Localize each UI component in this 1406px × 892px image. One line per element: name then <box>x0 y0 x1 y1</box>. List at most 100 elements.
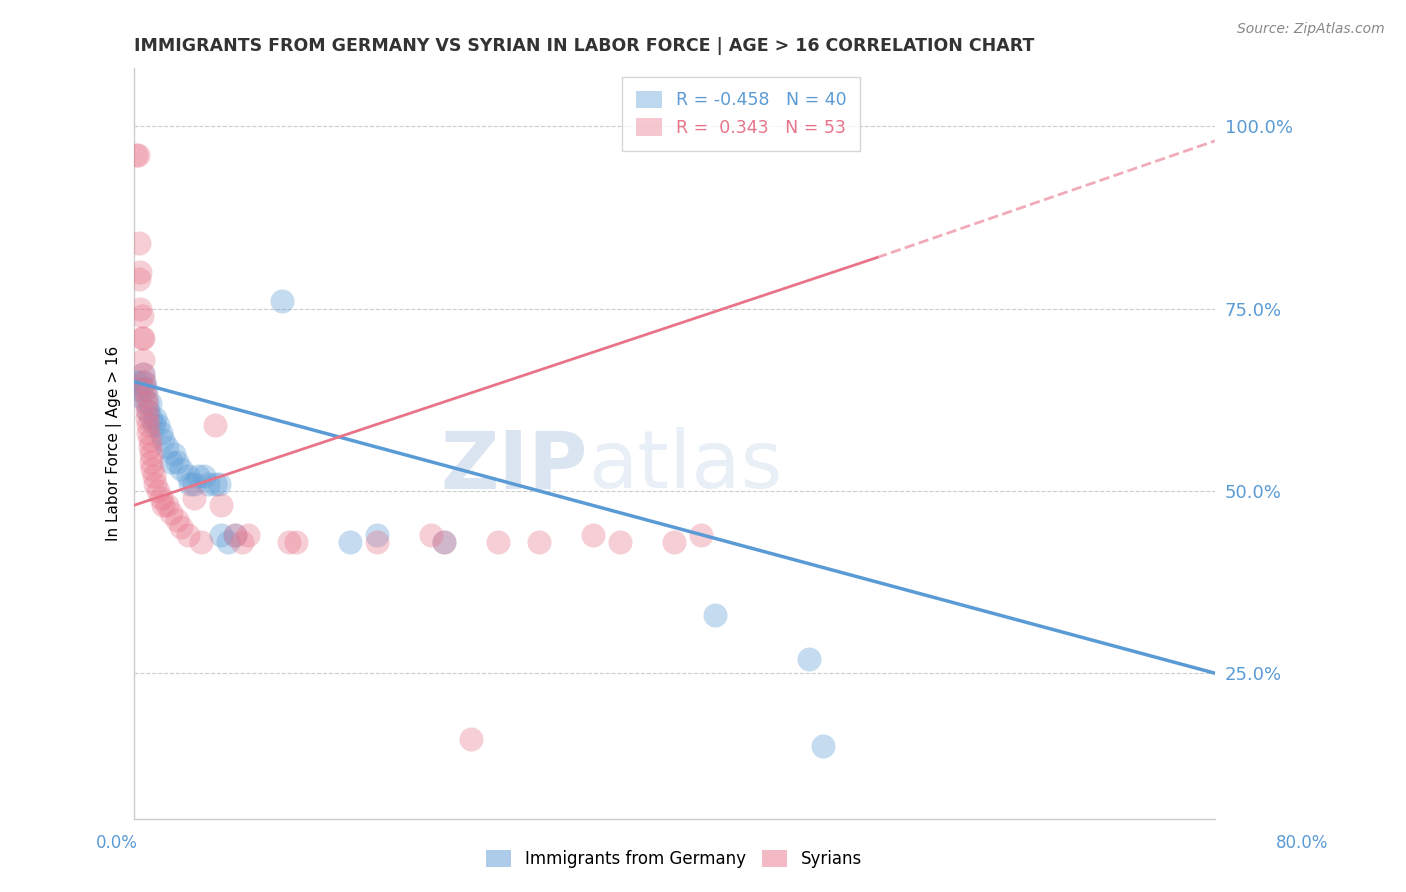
Point <box>183 476 205 491</box>
Point <box>125 148 148 162</box>
Point <box>138 403 160 417</box>
Point <box>366 535 388 549</box>
Point <box>488 535 510 549</box>
Point <box>139 455 162 469</box>
Point <box>138 433 160 447</box>
Point <box>179 476 201 491</box>
Point <box>132 352 155 367</box>
Point <box>131 331 153 345</box>
Point <box>135 396 157 410</box>
Text: Source: ZipAtlas.com: Source: ZipAtlas.com <box>1237 22 1385 37</box>
Point <box>187 469 209 483</box>
Point <box>224 527 246 541</box>
Point <box>142 469 165 483</box>
Text: ZIP: ZIP <box>440 427 588 505</box>
Point <box>209 527 232 541</box>
Point <box>134 375 156 389</box>
Text: atlas: atlas <box>588 427 782 505</box>
Point <box>128 235 150 250</box>
Point <box>183 491 205 505</box>
Point <box>146 483 169 498</box>
Point <box>149 491 172 505</box>
Point <box>433 535 456 549</box>
Point <box>166 513 188 527</box>
Point <box>217 535 239 549</box>
Point <box>170 462 193 476</box>
Point <box>271 294 294 309</box>
Point <box>152 499 174 513</box>
Point <box>139 411 162 425</box>
Point <box>339 535 361 549</box>
Point <box>138 425 160 440</box>
Point <box>128 389 150 403</box>
Point <box>136 411 159 425</box>
Point <box>146 418 169 433</box>
Point <box>142 418 165 433</box>
Point <box>143 476 166 491</box>
Point <box>152 433 174 447</box>
Point <box>156 440 179 454</box>
Point <box>433 535 456 549</box>
Point <box>609 535 631 549</box>
Point <box>278 535 301 549</box>
Point <box>131 382 153 396</box>
Point <box>136 403 159 417</box>
Point <box>128 272 150 286</box>
Point <box>193 469 215 483</box>
Point <box>132 368 155 382</box>
Point <box>138 418 160 433</box>
Point <box>176 527 198 541</box>
Point <box>224 527 246 541</box>
Point <box>166 455 188 469</box>
Point <box>129 265 152 279</box>
Point <box>135 389 157 403</box>
Point <box>160 506 183 520</box>
Point <box>460 731 482 746</box>
Point <box>138 440 160 454</box>
Point <box>136 396 159 410</box>
Text: 0.0%: 0.0% <box>96 834 138 852</box>
Point <box>143 411 166 425</box>
Point <box>134 382 156 396</box>
Point <box>208 476 231 491</box>
Point <box>127 148 149 162</box>
Text: IMMIGRANTS FROM GERMANY VS SYRIAN IN LABOR FORCE | AGE > 16 CORRELATION CHART: IMMIGRANTS FROM GERMANY VS SYRIAN IN LAB… <box>134 37 1033 55</box>
Y-axis label: In Labor Force | Age > 16: In Labor Force | Age > 16 <box>107 346 122 541</box>
Point <box>366 527 388 541</box>
Point <box>132 368 155 382</box>
Point <box>129 301 152 316</box>
Point <box>204 418 226 433</box>
Point <box>163 447 186 461</box>
Point <box>209 499 232 513</box>
Point <box>134 375 156 389</box>
Point <box>811 739 834 753</box>
Point <box>132 331 155 345</box>
Point <box>131 309 153 323</box>
Point <box>664 535 686 549</box>
Point <box>703 607 725 622</box>
Point <box>149 425 172 440</box>
Point <box>139 447 162 461</box>
Point <box>176 469 198 483</box>
Point <box>156 499 179 513</box>
Point <box>190 535 212 549</box>
Point <box>125 375 148 389</box>
Point <box>527 535 550 549</box>
Text: 80.0%: 80.0% <box>1277 834 1329 852</box>
Point <box>419 527 441 541</box>
Point <box>127 382 149 396</box>
Point <box>799 651 821 665</box>
Point <box>135 382 157 396</box>
Point <box>238 527 260 541</box>
Point <box>284 535 307 549</box>
Point <box>160 455 183 469</box>
Point <box>141 462 163 476</box>
Point <box>138 396 160 410</box>
Point <box>129 375 152 389</box>
Point <box>231 535 253 549</box>
Point <box>690 527 713 541</box>
Point <box>582 527 605 541</box>
Legend: R = -0.458   N = 40, R =  0.343   N = 53: R = -0.458 N = 40, R = 0.343 N = 53 <box>621 77 860 151</box>
Point <box>204 476 226 491</box>
Point <box>197 476 219 491</box>
